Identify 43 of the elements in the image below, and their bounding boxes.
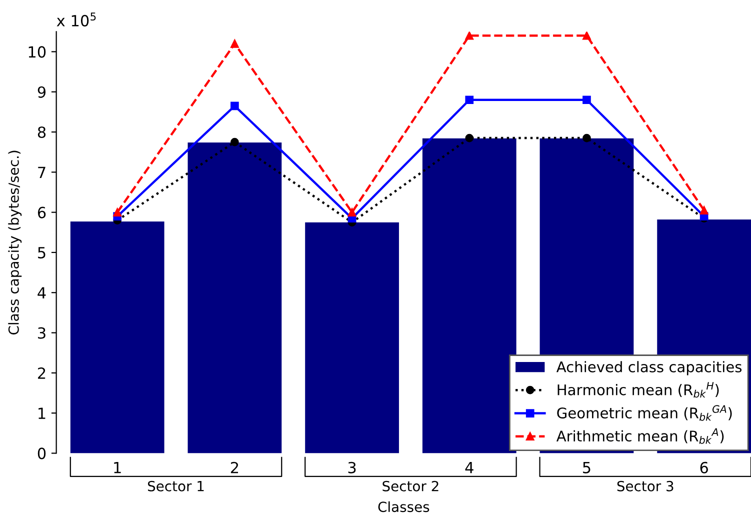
x-tick-label: 4 (465, 462, 474, 474)
text: Sector 2 (382, 480, 438, 492)
x-tick-label: 6 (700, 462, 708, 474)
point (230, 40, 239, 48)
y-tick-label: 10 (28, 46, 46, 58)
x-tick-label: 1 (114, 462, 121, 474)
y-tick-label: 4 (38, 287, 46, 298)
point (465, 134, 474, 142)
legend-label: Harmonic mean (R$_{bk}$$^{H}$) (558, 382, 719, 398)
bar (305, 222, 399, 454)
point (348, 208, 356, 216)
x-tick-label: 5 (583, 462, 590, 474)
y-tick-label: 7 (38, 166, 46, 178)
point (582, 134, 591, 142)
y-tick-label: 5 (38, 247, 46, 258)
text: Sector 3 (617, 480, 674, 492)
bar (70, 222, 164, 454)
point (700, 206, 708, 214)
y-tick-label: 8 (38, 126, 46, 138)
y-tick-label: 9 (38, 86, 46, 98)
point (113, 208, 122, 216)
point (582, 32, 591, 40)
text: Sector 1 (148, 480, 204, 492)
legend-label: Achieved class capacities (556, 361, 742, 376)
x-axis-title: Classes (378, 501, 430, 512)
point (465, 96, 474, 104)
y-tick-label: 1 (38, 408, 46, 419)
y-tick-label: 2 (38, 367, 46, 379)
x-tick-label: 3 (348, 462, 356, 474)
point (230, 102, 239, 110)
text: x 10$^{5}$ (56, 12, 96, 26)
bar (422, 138, 516, 454)
y-tick-label: 6 (38, 206, 46, 218)
y-tick-label: 3 (38, 327, 46, 339)
point (230, 138, 239, 146)
y-tick-label: 0 (38, 448, 46, 460)
point (465, 32, 474, 40)
y-axis-title: Class capacity (bytes/sec.) (8, 150, 22, 334)
x-tick-label: 2 (230, 462, 238, 474)
bar (188, 142, 282, 454)
legend-label: Arithmetic mean (R$_{bk}$$^{A}$) (556, 428, 724, 444)
point (582, 96, 591, 104)
legend-label: Geometric mean (R$_{bk}$$^{GA}$) (557, 405, 732, 421)
